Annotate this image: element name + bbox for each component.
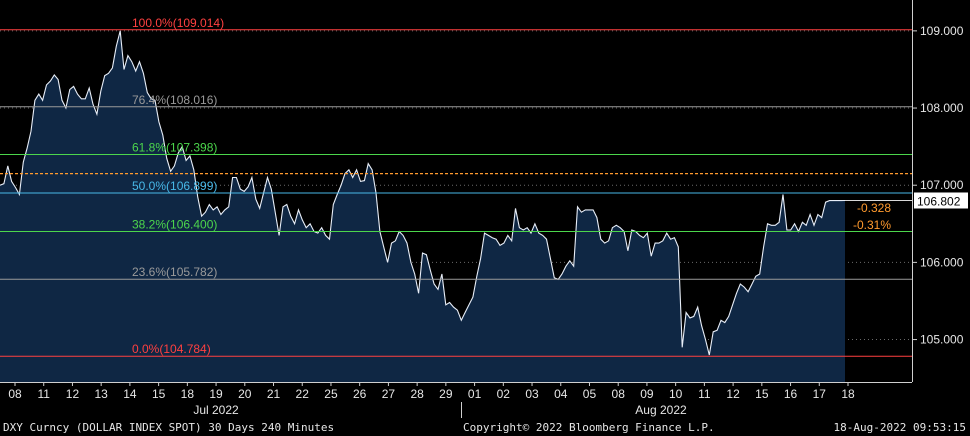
price-tick-label: 106.000: [920, 255, 964, 269]
day-label: 29: [439, 387, 453, 401]
change-percent-label: -0.31%: [853, 218, 891, 232]
change-label: -0.328: [857, 201, 891, 215]
price-area-fill: [0, 30, 845, 383]
fib-label: 61.8%(107.398): [132, 140, 217, 154]
fib-label: 76.4%(108.016): [132, 93, 217, 107]
day-label: 09: [640, 387, 654, 401]
day-label: 20: [238, 387, 252, 401]
day-label: 16: [784, 387, 798, 401]
fib-label: 100.0%(109.014): [132, 16, 224, 30]
dxy-chart: 100.0%(109.014) 76.4%(108.016) 61.8%(107.3…: [0, 0, 968, 418]
day-label: 11: [37, 387, 50, 401]
day-label: 14: [123, 387, 137, 401]
price-tick-label: 105.000: [920, 333, 964, 347]
day-label: 02: [497, 387, 511, 401]
day-label: 12: [66, 387, 80, 401]
day-label: 25: [324, 387, 338, 401]
day-label: 11: [698, 387, 711, 401]
price-tick-label: 108.000: [920, 101, 964, 115]
day-label: 21: [267, 387, 281, 401]
fib-label: 50.0%(106.899): [132, 179, 217, 193]
day-label: 27: [382, 387, 396, 401]
day-label: 19: [209, 387, 223, 401]
price-tick-label: 107.000: [920, 178, 964, 192]
security-description: DXY Curncy (DOLLAR INDEX SPOT) 30 Days 2…: [3, 421, 335, 434]
day-label: 26: [353, 387, 367, 401]
day-label: 08: [612, 387, 626, 401]
day-label: 15: [755, 387, 769, 401]
day-label: 18: [841, 387, 855, 401]
month-label: Jul 2022: [193, 403, 239, 417]
day-label: 28: [410, 387, 424, 401]
fib-label: 38.2%(106.400): [132, 218, 217, 232]
month-label: Aug 2022: [635, 403, 687, 417]
day-label: 15: [152, 387, 166, 401]
day-label: 03: [525, 387, 539, 401]
day-label: 10: [669, 387, 683, 401]
price-tick-label: 109.000: [920, 24, 964, 38]
day-label: 17: [813, 387, 827, 401]
time-axis: 08 11 12 13 14 15 18 19 20 21 22 25 26 27 28 29 01 02 03 04…: [0, 382, 912, 418]
last-price-box: [914, 192, 968, 209]
fibonacci-levels: 100.0%(109.014) 76.4%(108.016) 61.8%(107.3…: [0, 16, 912, 357]
copyright-notice: Copyright© 2022 Bloomberg Finance L.P.: [463, 421, 715, 434]
day-label: 04: [554, 387, 568, 401]
chart-footer: DXY Curncy (DOLLAR INDEX SPOT) 30 Days 2…: [0, 418, 970, 436]
day-label: 13: [94, 387, 108, 401]
day-label: 01: [468, 387, 482, 401]
last-price-label: 106.802: [917, 194, 961, 208]
price-axis: 109.000 108.000 107.000 106.000 105.000 106.8…: [912, 0, 968, 382]
timestamp: 18-Aug-2022 09:53:15: [833, 421, 966, 434]
day-label: 12: [726, 387, 740, 401]
day-label: 08: [8, 387, 22, 401]
price-area: [0, 30, 846, 383]
day-label: 22: [296, 387, 310, 401]
fib-label: 23.6%(105.782): [132, 265, 217, 279]
day-label: 05: [583, 387, 597, 401]
price-line: [0, 30, 846, 356]
day-label: 18: [181, 387, 195, 401]
fib-label: 0.0%(104.784): [132, 342, 211, 356]
